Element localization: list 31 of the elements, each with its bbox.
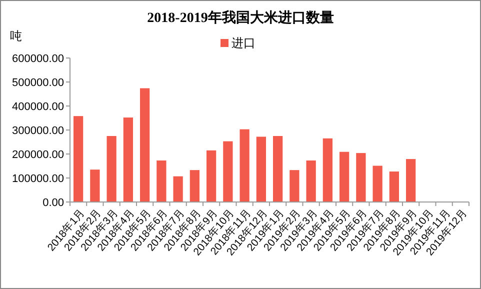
bar: [290, 170, 300, 202]
bar: [306, 160, 316, 202]
bar: [339, 152, 350, 202]
bar: [272, 136, 283, 202]
bar: [256, 136, 266, 202]
y-tick-label: 600000.00: [12, 52, 64, 65]
bar: [206, 150, 216, 202]
bar: [173, 176, 183, 202]
bar: [90, 170, 100, 202]
bar: [240, 129, 250, 202]
legend-label: 进口: [232, 36, 256, 50]
bar: [322, 138, 333, 202]
y-tick-label: 300000.00: [12, 124, 64, 137]
bar: [73, 116, 84, 202]
bar: [223, 141, 233, 202]
y-tick-label: 0.00: [42, 196, 64, 209]
bar: [389, 172, 400, 202]
bar: [140, 88, 150, 202]
y-tick-label: 100000.00: [12, 172, 64, 185]
chart-title: 2018-2019年我国大米进口数量: [147, 10, 334, 26]
bar: [106, 136, 116, 202]
bar: [372, 166, 382, 202]
bar: [123, 118, 134, 202]
y-tick-label: 500000.00: [12, 76, 64, 89]
bar: [156, 160, 166, 202]
y-tick-label: 200000.00: [12, 148, 64, 161]
bar: [356, 153, 366, 202]
y-axis-title: 吨: [10, 29, 22, 43]
bar: [406, 159, 416, 202]
y-tick-label: 400000.00: [12, 100, 64, 113]
bar: [190, 170, 200, 202]
